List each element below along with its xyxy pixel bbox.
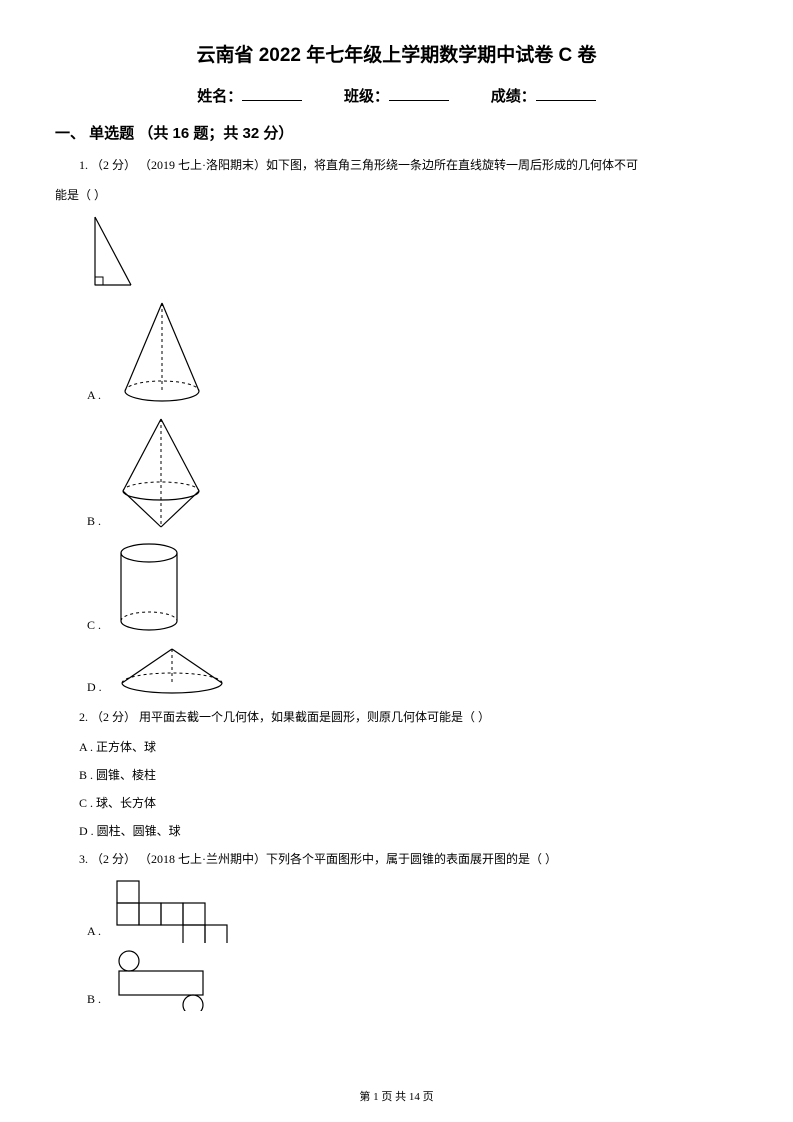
page-title: 云南省 2022 年七年级上学期数学期中试卷 C 卷 <box>55 40 738 67</box>
q2-optB: B . 圆锥、棱柱 <box>79 763 738 787</box>
q3-option-b: B . <box>87 949 738 1011</box>
q3-option-a: A . <box>87 877 738 943</box>
q1-option-d: D . <box>87 643 738 699</box>
q1-optC-label: C . <box>87 618 101 637</box>
bicone-icon <box>111 413 211 533</box>
cone-tall-icon <box>111 297 213 407</box>
name-blank[interactable] <box>242 87 302 101</box>
page-footer: 第 1 页 共 14 页 <box>0 1088 793 1104</box>
q2-optA: A . 正方体、球 <box>79 735 738 759</box>
class-blank[interactable] <box>389 87 449 101</box>
triangle-icon <box>87 213 137 291</box>
q1-optA-label: A . <box>87 388 101 407</box>
cube-net-icon <box>111 877 261 943</box>
section-heading: 一、 单选题 （共 16 题；共 32 分） <box>55 122 738 143</box>
q3-optB-label: B . <box>87 992 101 1011</box>
q3-optA-label: A . <box>87 924 101 943</box>
cylinder-net-icon <box>111 949 231 1011</box>
q1-stem-line2: 能是（ ） <box>55 183 738 207</box>
q1-triangle-figure <box>87 213 738 291</box>
q2-stem: 2. （2 分） 用平面去截一个几何体，如果截面是圆形，则原几何体可能是（ ） <box>55 705 738 729</box>
q1-option-a: A . <box>87 297 738 407</box>
cylinder-icon <box>111 539 187 637</box>
cone-flat-icon <box>112 643 232 699</box>
q2-optC: C . 球、长方体 <box>79 791 738 815</box>
q3-stem: 3. （2 分） （2018 七上·兰州期中）下列各个平面图形中，属于圆锥的表面… <box>55 847 738 871</box>
q1-stem-line1: 1. （2 分） （2019 七上·洛阳期末）如下图，将直角三角形绕一条边所在直… <box>55 153 738 177</box>
info-line: 姓名： 班级： 成绩： <box>55 85 738 106</box>
q1-option-c: C . <box>87 539 738 637</box>
q2-optD: D . 圆柱、圆锥、球 <box>79 819 738 843</box>
score-blank[interactable] <box>536 87 596 101</box>
q1-optD-label: D . <box>87 680 102 699</box>
name-label: 姓名： <box>197 88 242 105</box>
class-label: 班级： <box>344 88 389 105</box>
q1-option-b: B . <box>87 413 738 533</box>
score-label: 成绩： <box>491 88 536 105</box>
q1-optB-label: B . <box>87 514 101 533</box>
